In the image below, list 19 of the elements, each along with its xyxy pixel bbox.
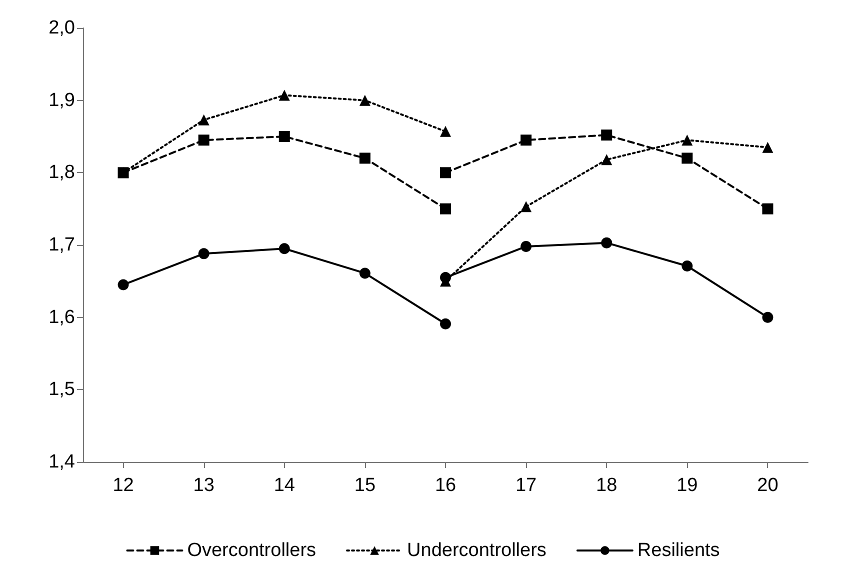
legend-label: Resilients: [637, 540, 720, 561]
x-tick-label: 17: [515, 475, 537, 496]
x-tick-label: 14: [274, 475, 296, 496]
y-tick-label: 2,0: [48, 18, 75, 38]
x-tick-label: 15: [354, 475, 376, 496]
x-tick-label: 19: [676, 475, 698, 496]
x-tick-label: 18: [596, 475, 618, 496]
x-tick-label: 16: [434, 475, 456, 496]
y-tick-label: 1,4: [48, 452, 76, 472]
y-tick-label: 1,8: [48, 162, 75, 184]
x-tick-label: 20: [757, 475, 778, 496]
x-tick-label: 12: [112, 475, 134, 496]
y-tick-label: 1,5: [48, 379, 75, 400]
legend-label: Overcontrollers: [187, 540, 316, 561]
y-tick-label: 1,9: [48, 90, 75, 111]
y-tick-label: 1,6: [48, 306, 75, 328]
legend-label: Undercontrollers: [407, 540, 546, 561]
y-tick-label: 1,7: [48, 234, 75, 256]
x-tick-label: 13: [193, 475, 214, 496]
